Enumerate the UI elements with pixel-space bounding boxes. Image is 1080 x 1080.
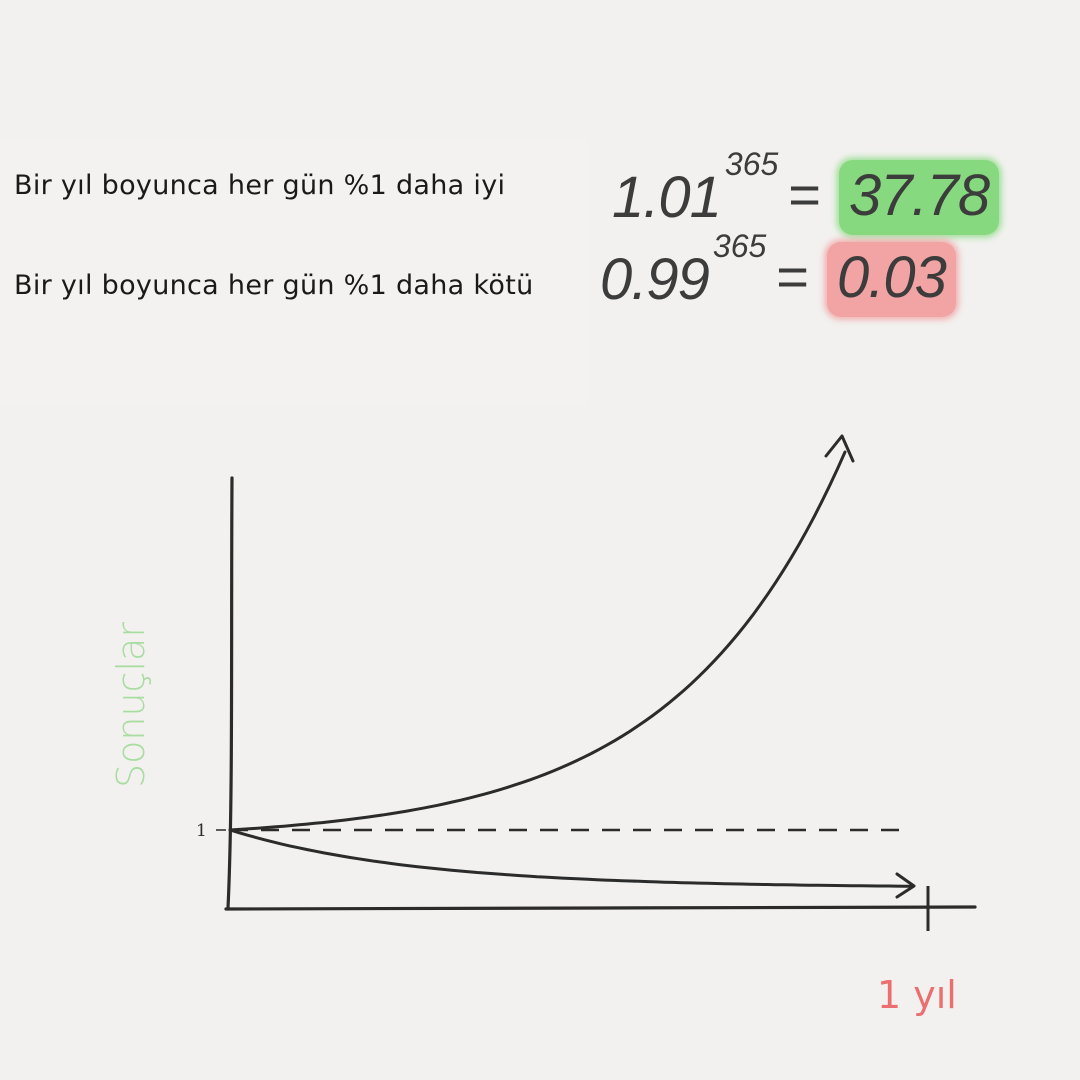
chart-axes <box>216 476 977 931</box>
x-axis-label: 1 yıl <box>877 973 957 1017</box>
worse-equals: = <box>776 245 809 308</box>
series-worse-arrow <box>895 872 916 899</box>
worse-label: Bir yıl boyunca her gün %1 daha kötü <box>14 270 534 301</box>
worse-result: 0.03 <box>826 242 956 317</box>
x-axis-line <box>224 905 977 911</box>
chart-lines <box>228 434 916 899</box>
better-equals: = <box>788 163 821 226</box>
y-axis-label: Sonuçlar <box>109 622 153 788</box>
better-exponent: 365 <box>724 146 779 182</box>
better-equation: 1.01 365 = 37.78 <box>612 146 1000 235</box>
worse-equation: 0.99 365 = 0.03 <box>600 228 956 317</box>
worse-base: 0.99 <box>600 247 710 312</box>
y-tick-label: 1 <box>196 821 207 841</box>
series-better-arrow <box>824 434 855 463</box>
worse-exponent: 365 <box>712 228 767 264</box>
series-better-line <box>228 450 847 832</box>
better-base: 1.01 <box>612 165 722 230</box>
better-label: Bir yıl boyunca her gün %1 daha iyi <box>14 170 506 201</box>
better-result: 37.78 <box>838 160 1000 235</box>
growth-chart: Sonuçlar 1 yıl 1 <box>109 434 977 1017</box>
text-panel <box>0 140 588 404</box>
series-worse-line <box>228 828 914 888</box>
y-axis-line <box>226 476 234 910</box>
